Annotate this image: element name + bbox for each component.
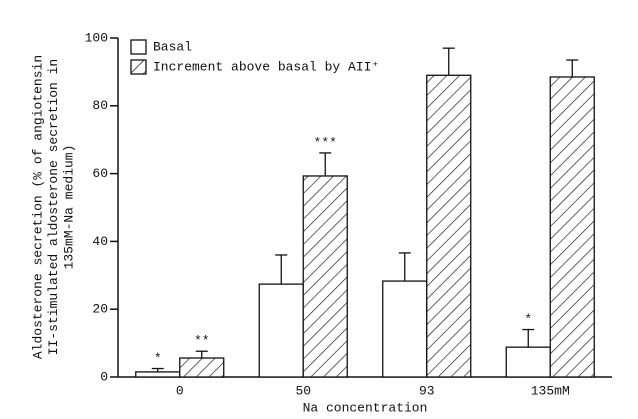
x-tick-label: 135mM [531, 383, 570, 398]
legend-swatch [130, 59, 147, 75]
x-tick-label: 50 [295, 383, 311, 398]
y-tick-label: 20 [92, 302, 108, 317]
bar [302, 175, 348, 378]
legend-label: Basal [153, 39, 192, 54]
y-tick-label: 80 [92, 98, 108, 113]
annotation: *** [314, 135, 337, 150]
bar [382, 280, 428, 378]
bar [549, 76, 595, 378]
annotation: * [154, 351, 162, 366]
x-tick-label: 0 [176, 383, 184, 398]
annotation: ** [194, 334, 210, 349]
bar [505, 346, 551, 378]
x-tick-label: 93 [419, 383, 435, 398]
annotation: * [524, 312, 532, 327]
y-tick-label: 60 [92, 166, 108, 181]
y-tick-label: 0 [100, 369, 108, 384]
y-tick-label: 100 [85, 30, 108, 45]
legend-label: Increment above basal by AII⁺ [153, 59, 379, 74]
bar [135, 371, 181, 378]
bar [258, 283, 304, 378]
x-axis-label: Na concentration [303, 400, 428, 415]
y-axis-label: Aldosterone secretion (% of angiotensin [30, 55, 45, 359]
y-axis-label: 135mM-Na medium) [61, 145, 76, 270]
y-tick-label: 40 [92, 234, 108, 249]
legend-swatch [130, 39, 147, 55]
bar [426, 74, 472, 378]
bar [179, 357, 225, 378]
y-axis-label: II-stimulated aldosterone secretion in [46, 59, 61, 355]
